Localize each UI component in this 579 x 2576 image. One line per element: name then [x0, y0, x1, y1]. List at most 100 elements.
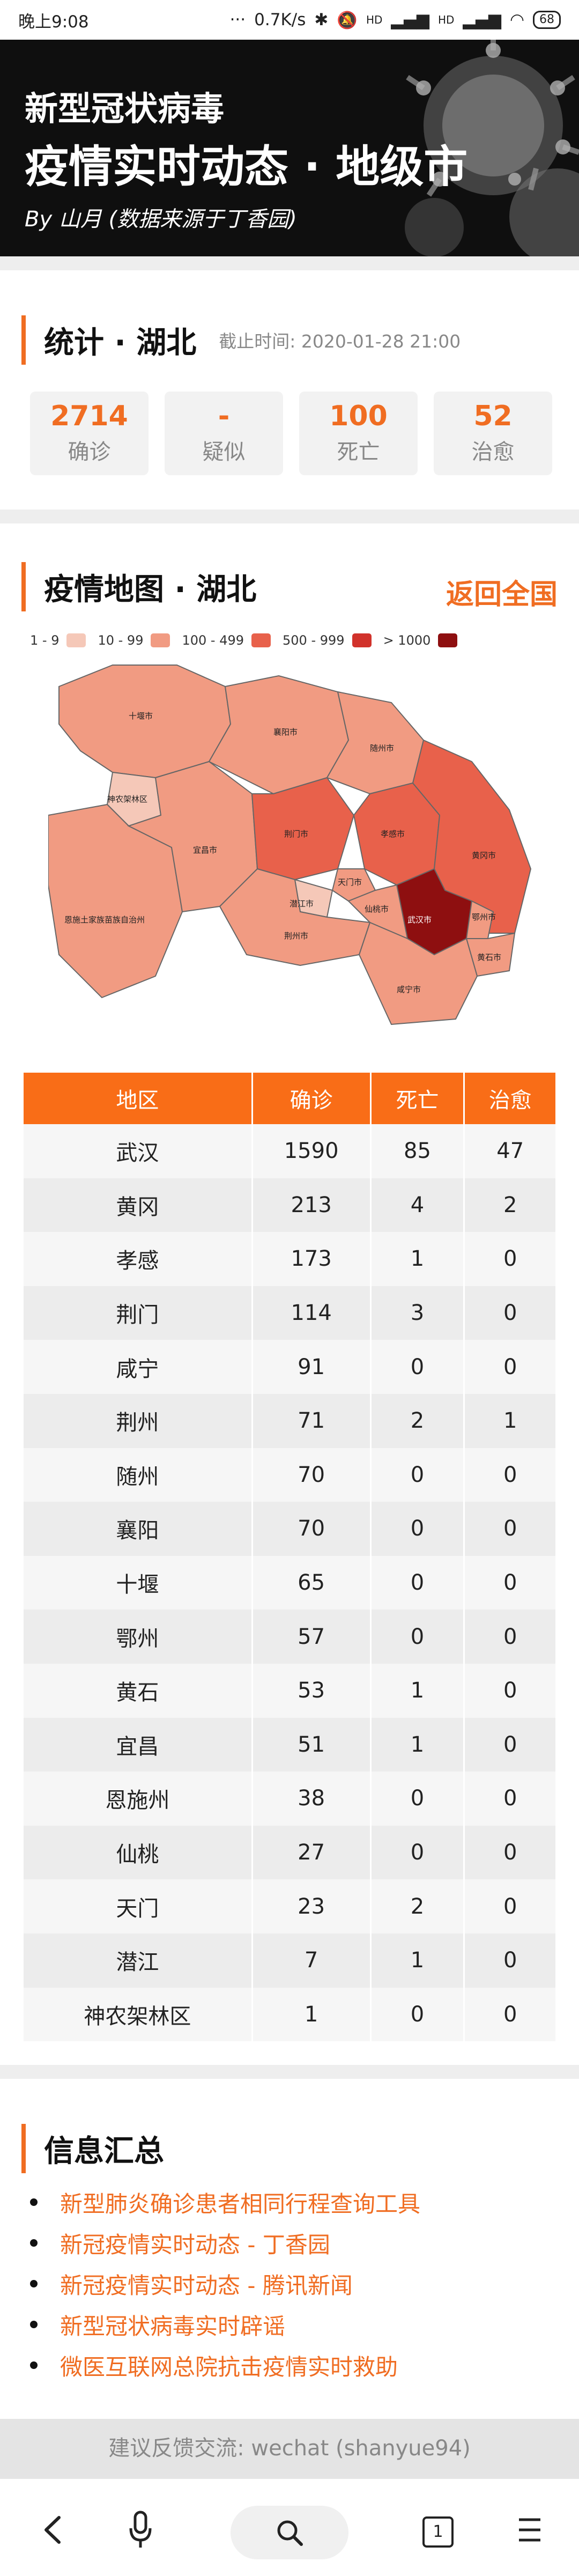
hubei-map[interactable]: 十堰市 神农架林区 襄阳市 随州市 恩施土家族苗族自治州 宜昌市 荆门市 孝感市… — [48, 654, 547, 1040]
map-region-xiantao[interactable] — [347, 884, 409, 940]
table-cell: 1 — [371, 1232, 465, 1286]
footer-feedback: 建议反馈交流: wechat (shanyue94) — [0, 2419, 579, 2478]
search-button[interactable] — [231, 2506, 348, 2559]
status-time: 晚上9:08 — [18, 12, 89, 32]
table-cell: 1590 — [253, 1124, 372, 1178]
table-cell: 0 — [465, 1502, 555, 1556]
info-link-item[interactable]: 微医互联网总院抗击疫情实时救助 — [30, 2345, 420, 2386]
table-cell: 1 — [371, 1663, 465, 1718]
stat-label: 死亡 — [337, 440, 380, 464]
table-cell: 2 — [371, 1879, 465, 1933]
table-row[interactable]: 鄂州 57 0 0 — [24, 1610, 555, 1664]
table-row[interactable]: 荆门 114 3 0 — [24, 1286, 555, 1340]
tabs-button[interactable]: 1 — [422, 2516, 454, 2548]
map-region-yichang[interactable] — [127, 761, 258, 913]
table-cell: 71 — [253, 1393, 372, 1448]
table-header-row: 地区 确诊 死亡 治愈 — [24, 1073, 555, 1124]
table-cell: 23 — [253, 1879, 372, 1933]
menu-icon[interactable] — [514, 2506, 546, 2554]
table-cell: 114 — [253, 1286, 372, 1340]
table-cell: 65 — [253, 1555, 372, 1610]
legend-swatch — [151, 633, 170, 647]
table-row[interactable]: 武汉 1590 85 47 — [24, 1124, 555, 1178]
status-bar: 晚上9:08 ··· 0.7K/s ✱ 🔕 HD ▂▄▆ HD ▂▄▆ ◠ 68 — [0, 0, 579, 40]
table-row[interactable]: 咸宁 91 0 0 — [24, 1340, 555, 1394]
info-link-item[interactable]: 新冠疫情实时动态 - 丁香园 — [30, 2223, 420, 2263]
map-region-jingmen[interactable] — [251, 777, 355, 881]
info-title: 信息汇总 — [44, 2134, 164, 2169]
table-cell: 咸宁 — [24, 1340, 253, 1394]
table-cell: 213 — [253, 1178, 372, 1232]
info-link[interactable]: 新冠疫情实时动态 - 丁香园 — [60, 2231, 330, 2258]
map-header: 疫情地图 · 湖北 — [21, 562, 256, 611]
stat-value: 2714 — [50, 400, 128, 432]
info-link[interactable]: 新型冠状病毒实时辟谣 — [60, 2313, 286, 2339]
table-row[interactable]: 黄石 53 1 0 — [24, 1663, 555, 1718]
legend-item[interactable]: 10 - 99 — [98, 633, 170, 648]
info-link-item[interactable]: 新型肺炎确诊患者相同行程查询工具 — [30, 2182, 420, 2223]
table-row[interactable]: 仙桃 27 0 0 — [24, 1825, 555, 1880]
table-cell: 47 — [465, 1124, 555, 1178]
map-label: 随州市 — [370, 743, 394, 753]
header-byline: By 山月 (数据来源于丁香园) — [25, 207, 297, 232]
info-link[interactable]: 新型肺炎确诊患者相同行程查询工具 — [60, 2190, 421, 2217]
table-row[interactable]: 荆州 71 2 1 — [24, 1393, 555, 1448]
signal-icon: ▂▄▆ — [391, 10, 429, 29]
bullet-icon — [30, 2321, 38, 2328]
legend-label: 1 - 9 — [30, 633, 60, 648]
microphone-icon[interactable] — [124, 2506, 157, 2554]
legend-item[interactable]: 500 - 999 — [283, 633, 372, 648]
table-row[interactable]: 宜昌 51 1 0 — [24, 1717, 555, 1772]
table-row[interactable]: 恩施州 38 0 0 — [24, 1772, 555, 1826]
table-row[interactable]: 襄阳 70 0 0 — [24, 1502, 555, 1556]
table-cell: 0 — [465, 1772, 555, 1826]
back-icon[interactable] — [36, 2506, 69, 2554]
table-row[interactable]: 潜江 7 1 0 — [24, 1933, 555, 1988]
section-accent-bar — [21, 562, 26, 611]
map-region-xianning[interactable] — [358, 921, 478, 1025]
table-cell: 0 — [465, 1286, 555, 1340]
table-row[interactable]: 天门 23 2 0 — [24, 1879, 555, 1933]
table-cell: 襄阳 — [24, 1502, 253, 1556]
section-accent-bar — [21, 2124, 26, 2173]
legend-item[interactable]: 1 - 9 — [30, 633, 86, 648]
legend-item[interactable]: > 1000 — [383, 633, 458, 648]
map-region-enshi[interactable] — [48, 803, 183, 999]
map-region-jingzhou[interactable] — [219, 868, 371, 966]
map-label: 恩施土家族苗族自治州 — [64, 915, 145, 925]
map-label: 神农架林区 — [107, 794, 147, 804]
table-row[interactable]: 黄冈 213 4 2 — [24, 1178, 555, 1232]
map-label: 十堰市 — [129, 711, 153, 721]
table-row[interactable]: 神农架林区 1 0 0 — [24, 1987, 555, 2042]
legend-label: 500 - 999 — [283, 633, 345, 648]
section-divider — [0, 510, 579, 523]
signal-label-1: HD — [366, 13, 383, 26]
stats-title: 统计 · 湖北 — [44, 325, 197, 360]
map-region-shiyan[interactable] — [58, 665, 232, 779]
back-to-national-link[interactable]: 返回全国 — [446, 579, 558, 611]
table-header[interactable]: 地区 — [24, 1073, 253, 1124]
map-label: 孝感市 — [381, 829, 405, 839]
table-header[interactable]: 治愈 — [465, 1073, 555, 1124]
section-accent-bar — [21, 315, 26, 365]
map-label: 天门市 — [338, 877, 362, 887]
dots-icon: ··· — [229, 10, 246, 29]
stat-value: 100 — [329, 400, 388, 432]
info-link-item[interactable]: 新冠疫情实时动态 - 腾讯新闻 — [30, 2263, 420, 2304]
table-header[interactable]: 确诊 — [253, 1073, 372, 1124]
table-row[interactable]: 随州 70 0 0 — [24, 1448, 555, 1502]
info-link-item[interactable]: 新型冠状病毒实时辟谣 — [30, 2304, 420, 2345]
table-cell: 0 — [465, 1933, 555, 1988]
table-cell: 黄冈 — [24, 1178, 253, 1232]
stats-header: 统计 · 湖北 截止时间: 2020-01-28 21:00 — [21, 315, 461, 365]
table-cell: 0 — [465, 1717, 555, 1772]
info-link[interactable]: 新冠疫情实时动态 - 腾讯新闻 — [60, 2272, 353, 2299]
legend-item[interactable]: 100 - 499 — [182, 633, 271, 648]
table-row[interactable]: 十堰 65 0 0 — [24, 1555, 555, 1610]
map-label: 荆门市 — [284, 829, 308, 839]
table-row[interactable]: 孝感 173 1 0 — [24, 1232, 555, 1286]
map-label: 黄冈市 — [472, 851, 496, 860]
table-header[interactable]: 死亡 — [371, 1073, 465, 1124]
info-link[interactable]: 微医互联网总院抗击疫情实时救助 — [60, 2353, 398, 2380]
table-cell: 武汉 — [24, 1124, 253, 1178]
